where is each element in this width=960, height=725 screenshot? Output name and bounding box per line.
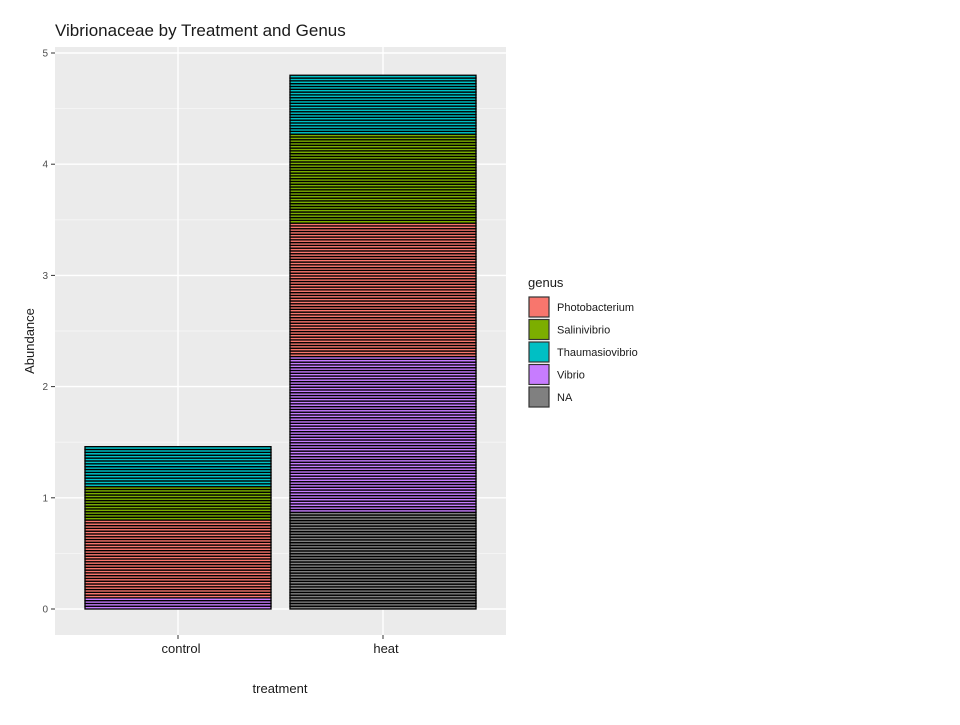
legend-label: Photobacterium xyxy=(557,302,634,314)
legend-label: Salinivibrio xyxy=(557,325,610,337)
bar-segment-heat-thaumasiovibrio xyxy=(289,74,477,79)
legend-swatch xyxy=(528,386,550,408)
y-tick-label: 2 xyxy=(42,382,48,393)
y-tick-label: 4 xyxy=(42,160,48,171)
legend-swatch xyxy=(528,341,550,363)
y-tick-label: 1 xyxy=(42,493,48,504)
x-axis: control heat xyxy=(161,635,399,656)
y-axis-title: Abundance xyxy=(22,308,37,374)
bars xyxy=(84,74,477,610)
x-tick-label: control xyxy=(161,641,200,656)
y-tick-label: 5 xyxy=(42,49,48,60)
legend-label: Vibrio xyxy=(557,370,585,382)
x-tick-label: heat xyxy=(373,641,399,656)
legend-title: genus xyxy=(528,275,564,290)
x-axis-title: treatment xyxy=(253,681,308,696)
legend-label: NA xyxy=(557,392,573,404)
chart-title: Vibrionaceae by Treatment and Genus xyxy=(55,21,346,40)
y-tick-label: 3 xyxy=(42,271,48,282)
legend-label: Thaumasiovibrio xyxy=(557,347,638,359)
bar-segment-control-thaumasiovibrio xyxy=(84,445,272,451)
y-axis: 0 1 2 3 4 5 xyxy=(42,49,55,616)
legend-swatch xyxy=(528,296,550,318)
legend-swatch xyxy=(528,363,550,386)
y-tick-label: 0 xyxy=(42,605,48,616)
legend-swatch xyxy=(528,318,550,341)
legend: genus Photobacterium Salinivibrio Thaumasi… xyxy=(528,275,638,408)
